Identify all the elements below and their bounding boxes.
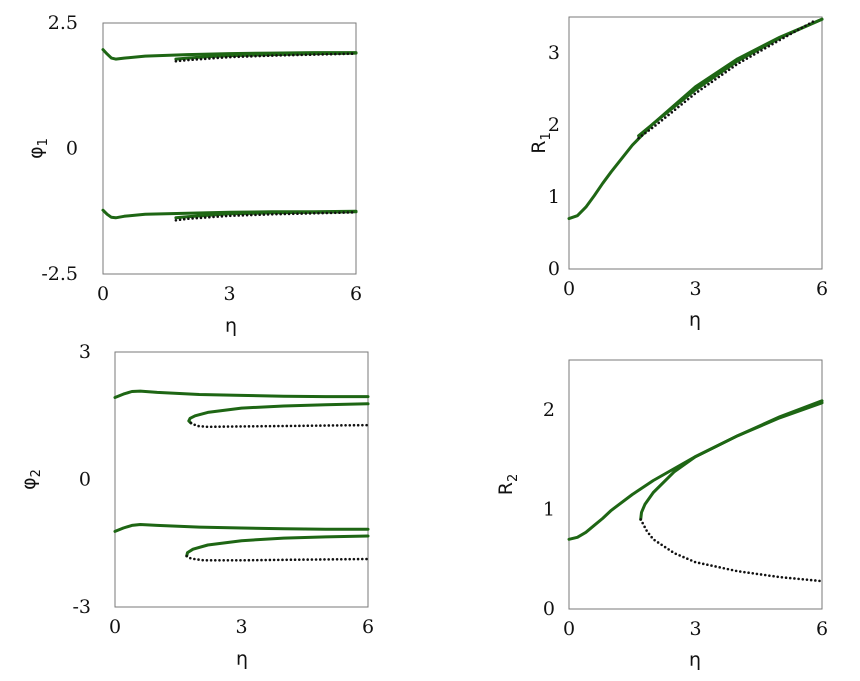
y-axis-label: R1: [528, 132, 554, 153]
dotted-branch-6: [185, 554, 370, 562]
y-tick-label: 1: [543, 498, 555, 520]
dotted-branch-3: [639, 518, 824, 583]
y-axis-label-subscript: 1: [539, 132, 554, 140]
x-tick-label: 6: [816, 618, 828, 640]
solid-branch-1: [113, 389, 370, 399]
x-tick-label: 6: [816, 278, 828, 300]
y-axis-label-subscript: 2: [506, 474, 521, 482]
y-tick-label: 0: [66, 138, 78, 160]
x-tick-label: 6: [350, 283, 362, 305]
x-tick-label: 0: [563, 618, 575, 640]
y-axis-label-subscript: 1: [36, 138, 51, 146]
plot-frame: [114, 351, 369, 608]
y-tick-label: 2: [548, 114, 560, 136]
x-tick-label: 0: [109, 616, 121, 638]
solid-branch-2: [639, 401, 824, 521]
y-tick-label: -2.5: [41, 263, 78, 285]
y-axis-label: φ1: [25, 138, 51, 159]
y-axis-label-symbol: R: [528, 141, 550, 154]
y-axis-label-symbol: φ: [18, 477, 40, 490]
dotted-branch-6: [174, 211, 358, 222]
x-axis-label: η: [225, 315, 237, 337]
solid-branch-1: [567, 399, 824, 541]
x-axis-label: η: [689, 649, 701, 671]
x-tick-label: 0: [563, 278, 575, 300]
x-tick-label: 3: [689, 278, 701, 300]
solid-branch-5: [185, 534, 370, 558]
y-tick-label: 2.5: [48, 12, 78, 34]
y-axis-label-subscript: 2: [29, 469, 44, 477]
plot-frame: [568, 16, 823, 270]
y-axis-label-symbol: R: [495, 482, 517, 495]
x-tick-label: 0: [97, 283, 109, 305]
x-axis-label: η: [236, 648, 248, 670]
y-tick-label: 2: [543, 399, 555, 421]
y-tick-label: 3: [79, 341, 91, 363]
y-axis-label: R2: [495, 474, 521, 495]
chart-panel-3: 0 3 6 3 0 -3 η φ2: [18, 341, 374, 670]
y-tick-label: 0: [543, 598, 555, 620]
y-tick-label: 1: [548, 186, 560, 208]
x-tick-label: 3: [689, 618, 701, 640]
chart-panel-1: 0 3 6 2.5 0 -2.5 η φ1: [25, 12, 362, 337]
y-axis-label: φ2: [18, 469, 44, 490]
solid-branch-2: [187, 402, 370, 425]
y-tick-label: 0: [79, 469, 91, 491]
dotted-branch-3: [189, 421, 370, 429]
y-tick-label: -3: [72, 596, 91, 618]
plot-frame: [568, 359, 823, 610]
dotted-branch-3: [637, 20, 815, 140]
x-tick-label: 3: [235, 616, 247, 638]
plot-frame: [102, 22, 357, 275]
dotted-branch-3: [174, 52, 358, 63]
x-tick-label: 6: [362, 616, 374, 638]
y-tick-label: 3: [548, 42, 560, 64]
y-tick-label: 0: [548, 258, 560, 280]
y-axis-label-symbol: φ: [25, 146, 47, 159]
x-tick-label: 3: [223, 283, 235, 305]
solid-branch-4: [113, 523, 370, 533]
x-axis-label: η: [689, 309, 701, 331]
solid-branch-1: [567, 17, 824, 221]
